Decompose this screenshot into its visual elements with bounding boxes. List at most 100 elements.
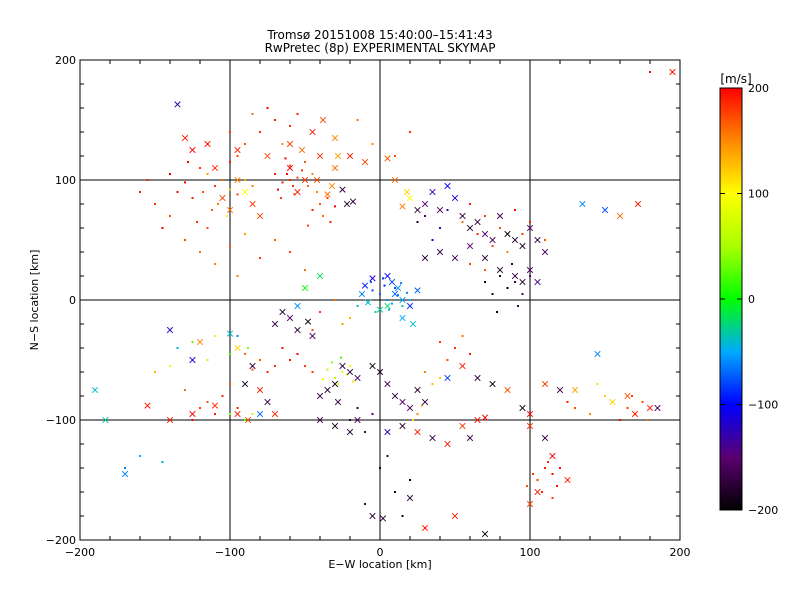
dot-point [409,131,411,133]
dot-point [296,353,299,355]
dot-point [439,341,441,343]
dot-point [281,347,284,349]
dot-point [356,119,359,121]
cross-point [511,236,519,244]
dot-point [221,179,224,181]
dot-point [214,335,216,337]
dot-point [356,305,359,307]
cross-point [369,275,376,282]
cross-point [328,182,336,190]
dot-point [191,419,194,421]
dot-point [236,155,239,157]
dot-point [544,467,546,469]
cross-point [549,452,556,460]
cross-point [211,402,219,409]
dot-point [394,155,396,157]
cross-point [451,254,459,262]
cross-point [459,362,466,370]
cross-point [429,188,436,196]
dot-point [191,341,194,343]
cross-point [436,206,444,214]
cross-point [286,314,294,322]
dot-point [154,371,156,373]
dot-point [371,289,374,292]
cross-point [144,402,151,409]
cross-point [534,488,541,496]
cross-point [313,176,321,184]
dot-point [251,413,254,415]
dot-point [424,215,426,217]
dot-point [266,371,269,373]
dot-point [341,323,344,325]
dot-point [244,143,246,145]
cross-point [403,188,411,196]
dot-point [259,131,261,133]
x-tick-label: 100 [520,546,541,559]
cross-point [339,186,346,193]
cross-point [361,158,369,166]
dot-point [229,188,231,191]
dot-point [514,209,516,211]
dot-point [322,215,324,217]
dot-point [626,407,629,409]
cross-point [264,152,271,160]
cross-point [519,242,526,250]
cross-point [399,422,406,430]
cross-point [319,116,327,124]
cross-point [226,330,234,337]
cross-point [211,164,219,172]
dot-point [289,164,291,167]
cross-point [579,200,586,208]
cross-point [166,416,174,424]
x-tick-label: 0 [377,546,384,559]
cross-point [466,434,474,442]
dot-point [383,284,386,287]
colorbar-label: [m/s] [720,72,751,86]
colorbar-ticks: 200 100 0 −100 −200 [720,82,778,517]
cross-point [444,374,451,382]
dot-point [529,275,531,277]
dot-point [364,431,366,433]
cross-point [346,152,354,160]
cross-point [384,302,391,310]
dot-point [251,368,254,371]
dot-point [391,302,393,305]
cross-point [616,212,624,220]
cross-point [526,224,534,232]
dot-point [191,197,194,199]
cross-point [226,206,234,214]
dot-point [244,233,246,235]
dot-point [154,203,156,205]
cross-point [271,320,279,328]
cross-point [414,287,421,294]
data-points [91,68,676,538]
dot-point [214,185,216,187]
cross-point [301,284,309,292]
cross-point [331,164,339,172]
dot-point [236,193,239,196]
dot-point [284,157,287,160]
cross-point [474,218,481,226]
dot-point [221,395,224,397]
cross-point [174,101,181,108]
cross-point [466,224,474,232]
cross-point [324,191,331,198]
cross-point [166,326,174,334]
cross-point [496,266,504,274]
cross-point [391,392,399,400]
cross-point [349,198,357,205]
cross-point [421,254,429,262]
dot-point [326,197,329,199]
dot-point [292,185,294,187]
dot-point [226,215,228,217]
cross-point [459,212,466,220]
cross-point [421,398,429,406]
cross-point [346,428,354,436]
dot-point [289,125,291,127]
dot-point [589,413,591,415]
dot-point [311,371,314,373]
cross-point [399,398,406,406]
dot-point [289,179,291,181]
axis-ticks [79,59,681,541]
